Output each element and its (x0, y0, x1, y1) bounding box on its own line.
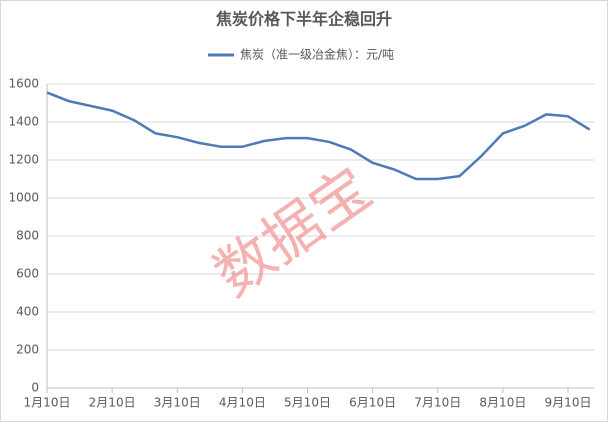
legend-label: 焦炭（准一级冶金焦）：元/吨 (240, 47, 394, 62)
x-tick-label: 3月10日 (154, 396, 201, 410)
y-tick-label: 200 (16, 343, 39, 357)
x-tick-label: 2月10日 (89, 396, 136, 410)
y-tick-label: 600 (16, 267, 39, 281)
x-tick-label: 1月10日 (24, 396, 71, 410)
y-tick-label: 400 (16, 305, 39, 319)
y-tick-label: 0 (31, 381, 39, 395)
x-tick-label: 6月10日 (349, 396, 396, 410)
y-tick-label: 800 (16, 229, 39, 243)
x-tick-label: 4月10日 (219, 396, 266, 410)
series-line (46, 91, 591, 181)
y-tick-label: 1200 (8, 153, 39, 167)
x-tick-label: 5月10日 (284, 396, 331, 410)
chart-title: 焦炭价格下半年企稳回升 (215, 10, 392, 29)
x-tick-label: 9月10日 (545, 396, 592, 410)
x-tick-label: 7月10日 (414, 396, 461, 410)
y-tick-label: 1600 (8, 77, 39, 91)
y-tick-label: 1000 (8, 191, 39, 205)
x-tick-label: 8月10日 (479, 396, 526, 410)
y-tick-label: 1400 (8, 115, 39, 129)
